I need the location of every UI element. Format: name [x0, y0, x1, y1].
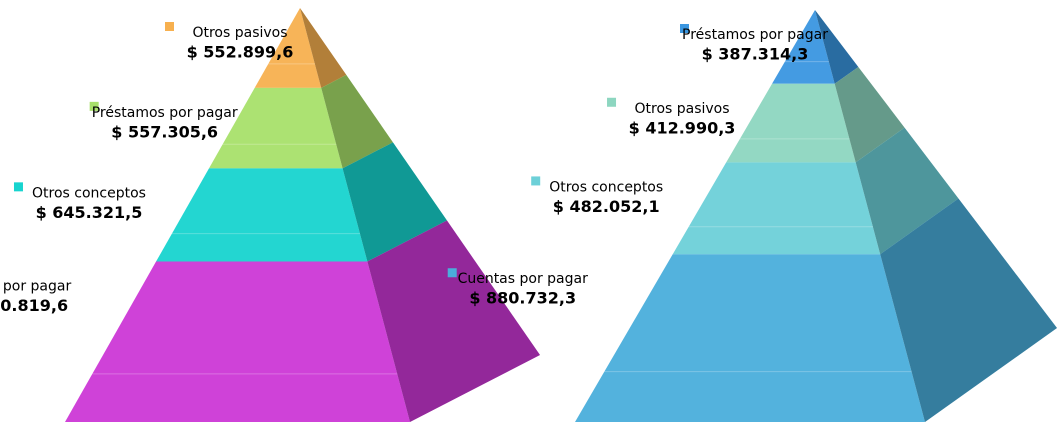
value-label: $ 552.899,6 — [187, 43, 294, 62]
legend-marker — [13, 182, 23, 192]
value-label: $ 482.052,1 — [553, 197, 660, 216]
pyramid-side — [342, 142, 447, 262]
pyramid-side-shade — [855, 127, 959, 255]
category-label: Otros conceptos — [32, 185, 146, 201]
pyramid-front — [772, 10, 835, 84]
category-label: Préstamos por pagar — [682, 27, 828, 43]
pyramid-front — [254, 8, 322, 88]
pyramid-side — [834, 66, 905, 163]
pyramid-front — [65, 261, 410, 422]
legend-marker — [680, 24, 689, 33]
pyramid-side-shade — [300, 8, 347, 88]
pyramid-side — [321, 74, 393, 169]
value-label: $ 557.305,6 — [111, 122, 218, 141]
pyramid-side-shade — [367, 220, 540, 422]
legend-marker — [447, 268, 457, 278]
value-label: $ 412.990,3 — [629, 118, 736, 137]
legend-marker — [165, 22, 174, 31]
pyramid-front — [726, 83, 856, 163]
category-label: Otros pasivos — [634, 101, 729, 117]
pyramid-front — [156, 168, 368, 262]
pyramid-side-shade — [815, 10, 859, 84]
pyramid-side-shade — [880, 198, 1057, 422]
pyramid-side-shade — [834, 66, 905, 163]
legend-marker — [531, 176, 541, 186]
pyramid-front — [672, 162, 881, 255]
legend-marker — [89, 101, 99, 111]
pyramid-side — [367, 220, 540, 422]
pyramid-front — [208, 87, 343, 169]
category-label: Otros conceptos — [549, 179, 663, 195]
value-label: $ 1.110.819,6 — [0, 296, 68, 315]
pyramid-side — [300, 8, 347, 88]
category-label: Préstamos por pagar — [92, 105, 238, 121]
pyramid-side-shade — [342, 142, 447, 262]
pyramid-side — [815, 10, 859, 84]
category-label: Cuentas por pagar — [0, 279, 71, 295]
pyramid-front — [575, 254, 925, 422]
pyramid-side-shade — [321, 74, 393, 169]
pyramid-side — [855, 127, 959, 255]
value-label: $ 387.314,3 — [702, 45, 809, 64]
value-label: $ 645.321,5 — [36, 203, 143, 222]
category-label: Cuentas por pagar — [458, 271, 589, 287]
category-label: Otros pasivos — [192, 25, 287, 41]
value-label: $ 880.732,3 — [469, 289, 576, 308]
legend-marker — [607, 97, 617, 107]
pyramid-side — [880, 198, 1057, 422]
